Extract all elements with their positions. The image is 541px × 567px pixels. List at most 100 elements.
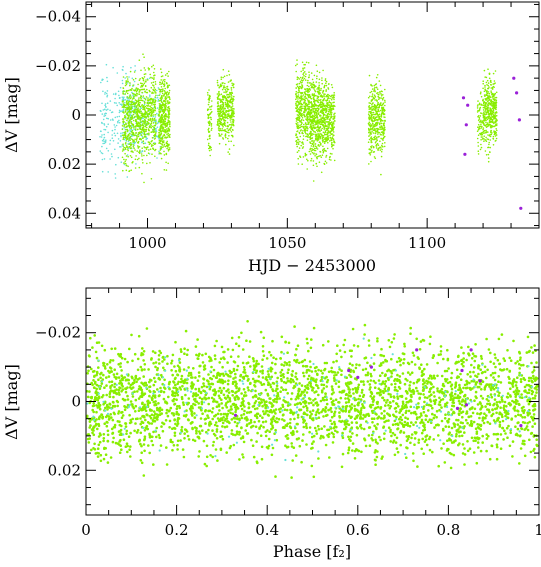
light-curve-point: [329, 132, 331, 134]
phased-curve-point: [410, 411, 413, 415]
light-curve-y-tick-label: 0: [71, 106, 81, 124]
light-curve-point: [144, 85, 147, 87]
light-curve-point: [104, 112, 107, 115]
light-curve-point: [301, 122, 303, 124]
light-curve-point: [326, 99, 329, 102]
light-curve-point: [308, 101, 310, 104]
light-curve-point: [300, 144, 303, 147]
light-curve-point: [114, 126, 116, 128]
light-curve-point: [161, 116, 164, 119]
light-curve-point: [321, 117, 324, 119]
light-curve-point: [305, 109, 307, 111]
phased-curve-point: [312, 475, 316, 479]
light-curve-point: [482, 98, 484, 101]
phased-curve-point: [395, 436, 399, 440]
light-curve-point: [167, 101, 169, 103]
light-curve-point: [222, 103, 224, 105]
light-curve-point: [139, 105, 142, 108]
light-curve-point: [486, 122, 489, 124]
light-curve-point: [142, 96, 144, 99]
light-curve-point: [373, 103, 376, 106]
light-curve-point: [301, 141, 303, 144]
light-curve-point: [115, 163, 117, 166]
light-curve-point: [233, 115, 235, 118]
light-curve-point: [161, 129, 164, 131]
light-curve-point: [125, 164, 128, 167]
light-curve-point: [130, 66, 132, 69]
phased-curve-point: [422, 452, 426, 456]
light-curve-point: [299, 124, 301, 127]
light-curve-point: [323, 93, 325, 95]
light-curve-point: [121, 68, 124, 71]
light-curve-point: [127, 101, 130, 103]
light-curve-point: [309, 148, 311, 151]
light-curve-point: [145, 138, 147, 141]
light-curve-point: [156, 96, 159, 99]
phased-curve-point: [151, 443, 155, 447]
light-curve-point: [117, 120, 119, 123]
light-curve-point: [153, 114, 155, 116]
light-curve-point: [153, 71, 155, 74]
light-curve-point: [380, 97, 382, 99]
light-curve-point: [374, 83, 377, 86]
phased-curve-point: [535, 438, 538, 442]
light-curve-point: [314, 137, 317, 140]
light-curve-point: [298, 147, 301, 149]
light-curve-point: [312, 81, 315, 84]
light-curve-point: [163, 150, 165, 153]
light-curve-point: [125, 72, 127, 75]
light-curve-point: [154, 130, 156, 133]
light-curve-point: [477, 109, 479, 112]
light-curve-point: [231, 92, 234, 94]
light-curve-point: [158, 88, 160, 90]
light-curve-point: [373, 113, 376, 116]
light-curve-point: [158, 115, 160, 117]
light-curve-point: [219, 105, 221, 107]
light-curve-point: [227, 96, 230, 99]
light-curve-point: [319, 92, 321, 94]
light-curve-point: [119, 110, 122, 113]
light-curve-point: [300, 103, 303, 106]
light-curve-point: [127, 149, 129, 152]
phased-curve-point: [436, 374, 439, 378]
light-curve-point: [210, 122, 213, 125]
light-curve-point: [156, 107, 159, 109]
light-curve-point: [144, 125, 147, 128]
light-curve-point: [303, 126, 305, 129]
light-curve-point: [127, 165, 129, 168]
light-curve-point: [334, 115, 336, 117]
light-curve-point: [147, 79, 149, 81]
light-curve-point: [225, 98, 228, 101]
light-curve-point: [381, 142, 384, 145]
light-curve-point: [143, 88, 146, 90]
light-curve-point: [111, 129, 114, 132]
light-curve-point: [101, 134, 103, 136]
light-curve-point: [304, 75, 307, 78]
light-curve-point: [133, 147, 135, 149]
light-curve-point: [133, 116, 136, 119]
light-curve-point: [382, 133, 385, 135]
light-curve-point: [121, 156, 124, 159]
light-curve-point: [154, 142, 157, 145]
light-curve-point: [102, 118, 105, 121]
light-curve-point: [484, 110, 487, 112]
light-curve-point: [134, 69, 137, 72]
light-curve-point: [309, 89, 312, 91]
light-curve-point: [122, 76, 125, 78]
light-curve-point: [319, 130, 321, 133]
light-curve-point: [119, 103, 122, 106]
phased-curve-point: [260, 398, 263, 401]
light-curve-point: [229, 127, 232, 130]
light-curve-point: [207, 94, 209, 96]
light-curve-point: [325, 95, 327, 98]
phased-curve-point: [359, 412, 362, 416]
light-curve-point: [374, 132, 377, 134]
light-curve-point: [105, 109, 108, 111]
light-curve-point: [164, 120, 167, 123]
light-curve-point: [298, 149, 300, 152]
light-curve-point: [488, 143, 490, 146]
light-curve-point: [483, 119, 485, 121]
light-curve-point: [322, 107, 324, 110]
light-curve-point: [134, 134, 136, 136]
light-curve-point: [323, 117, 326, 119]
